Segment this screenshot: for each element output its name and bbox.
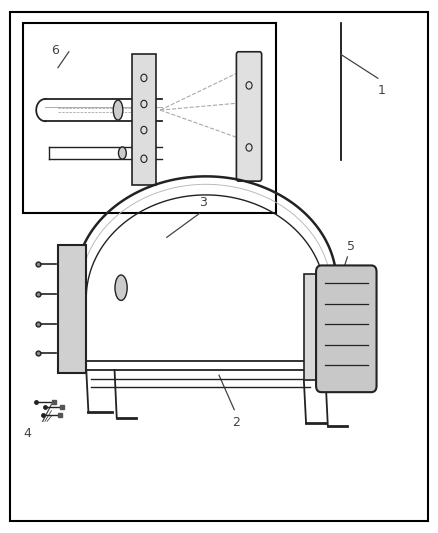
Bar — [132, 54, 156, 185]
Ellipse shape — [113, 100, 123, 120]
Ellipse shape — [118, 147, 126, 159]
Text: 3: 3 — [199, 196, 207, 209]
Text: 6: 6 — [51, 44, 59, 56]
Bar — [23, 22, 276, 214]
FancyBboxPatch shape — [316, 265, 377, 392]
Bar — [304, 274, 328, 381]
Text: 5: 5 — [346, 240, 354, 253]
FancyBboxPatch shape — [237, 52, 261, 181]
Text: 1: 1 — [378, 84, 386, 96]
Ellipse shape — [115, 275, 127, 301]
Bar — [58, 245, 86, 373]
Text: 2: 2 — [232, 416, 240, 429]
Text: 4: 4 — [23, 426, 31, 440]
